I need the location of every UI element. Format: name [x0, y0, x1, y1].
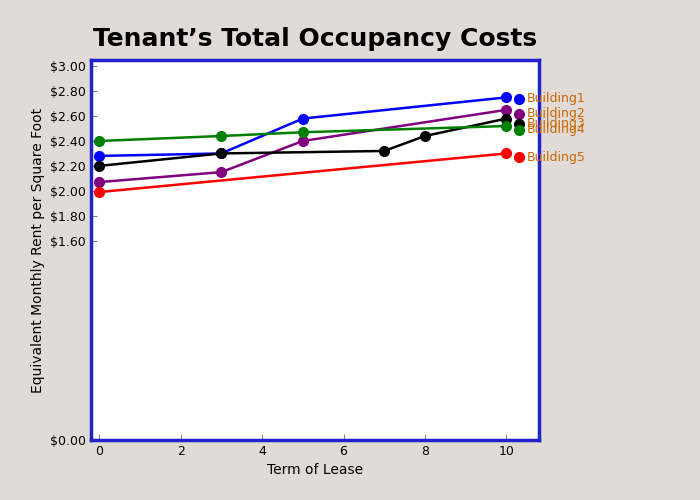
Text: Building4: Building4	[527, 124, 585, 136]
Y-axis label: Equivalent Monthly Rent per Square Foot: Equivalent Monthly Rent per Square Foot	[31, 108, 45, 393]
Text: Building5: Building5	[527, 150, 586, 164]
Text: Building3: Building3	[527, 117, 585, 130]
Text: Building1: Building1	[527, 92, 585, 105]
Title: Tenant’s Total Occupancy Costs: Tenant’s Total Occupancy Costs	[93, 27, 537, 51]
X-axis label: Term of Lease: Term of Lease	[267, 464, 363, 477]
Text: Building2: Building2	[527, 107, 585, 120]
